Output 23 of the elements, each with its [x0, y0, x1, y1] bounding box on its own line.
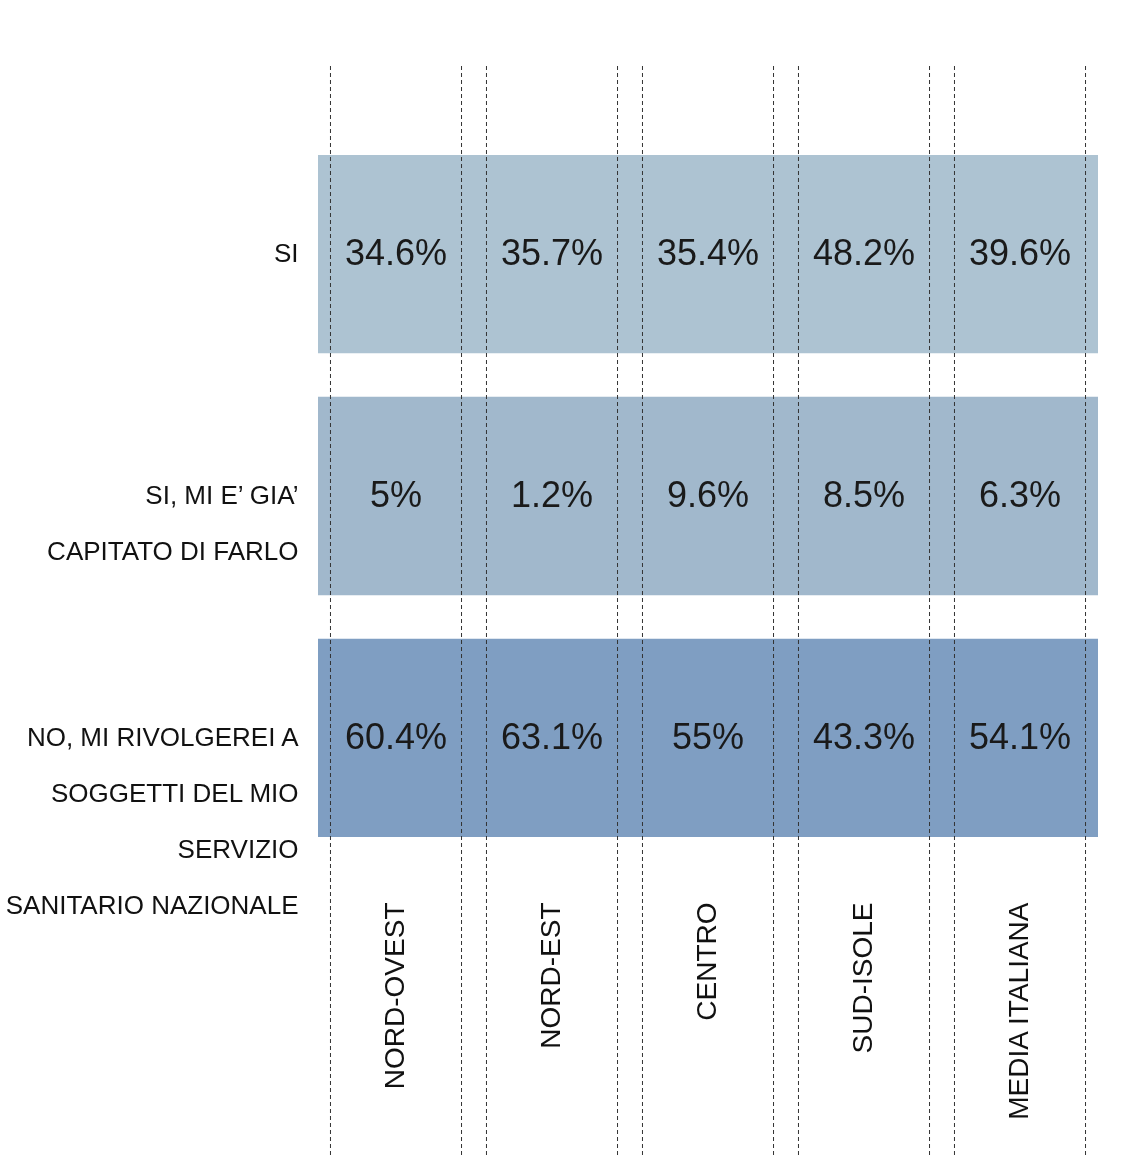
data-label: 63.1%: [500, 715, 604, 757]
x-tick-label: SUD-ISOLE: [847, 902, 878, 1054]
data-label: 39.6%: [968, 232, 1072, 274]
data-label: 55%: [671, 715, 745, 757]
data-label: 60.4%: [344, 715, 448, 757]
x-tick-label: NORD-OVEST: [379, 902, 410, 1090]
x-tick-label: CENTRO: [691, 902, 722, 1021]
data-label: 43.3%: [812, 715, 916, 757]
y-tick-label: NO, MI RIVOLGEREI A SOGGETTI DEL MIO SERVIZIO SANITARIO NAZIONALE: [5, 721, 300, 920]
data-label: 48.2%: [812, 232, 916, 274]
data-label: 9.6%: [666, 474, 750, 515]
data-label: 6.3%: [978, 474, 1062, 515]
x-tick-label: MEDIA ITALIANA: [1003, 902, 1034, 1120]
data-label: 1.2%: [510, 474, 594, 515]
data-label: 34.6%: [344, 232, 448, 274]
y-tick-label: SI: [273, 238, 299, 269]
y-tick-label: SI, MI E’ GIA’ CAPITATO DI FARLO: [47, 480, 299, 566]
data-label: 8.5%: [822, 474, 906, 515]
data-label: 5%: [369, 474, 423, 515]
data-label: 35.4%: [656, 232, 760, 274]
data-label: 54.1%: [968, 715, 1072, 757]
x-tick-label: NORD-EST: [535, 902, 566, 1049]
data-label: 35.7%: [500, 232, 604, 274]
